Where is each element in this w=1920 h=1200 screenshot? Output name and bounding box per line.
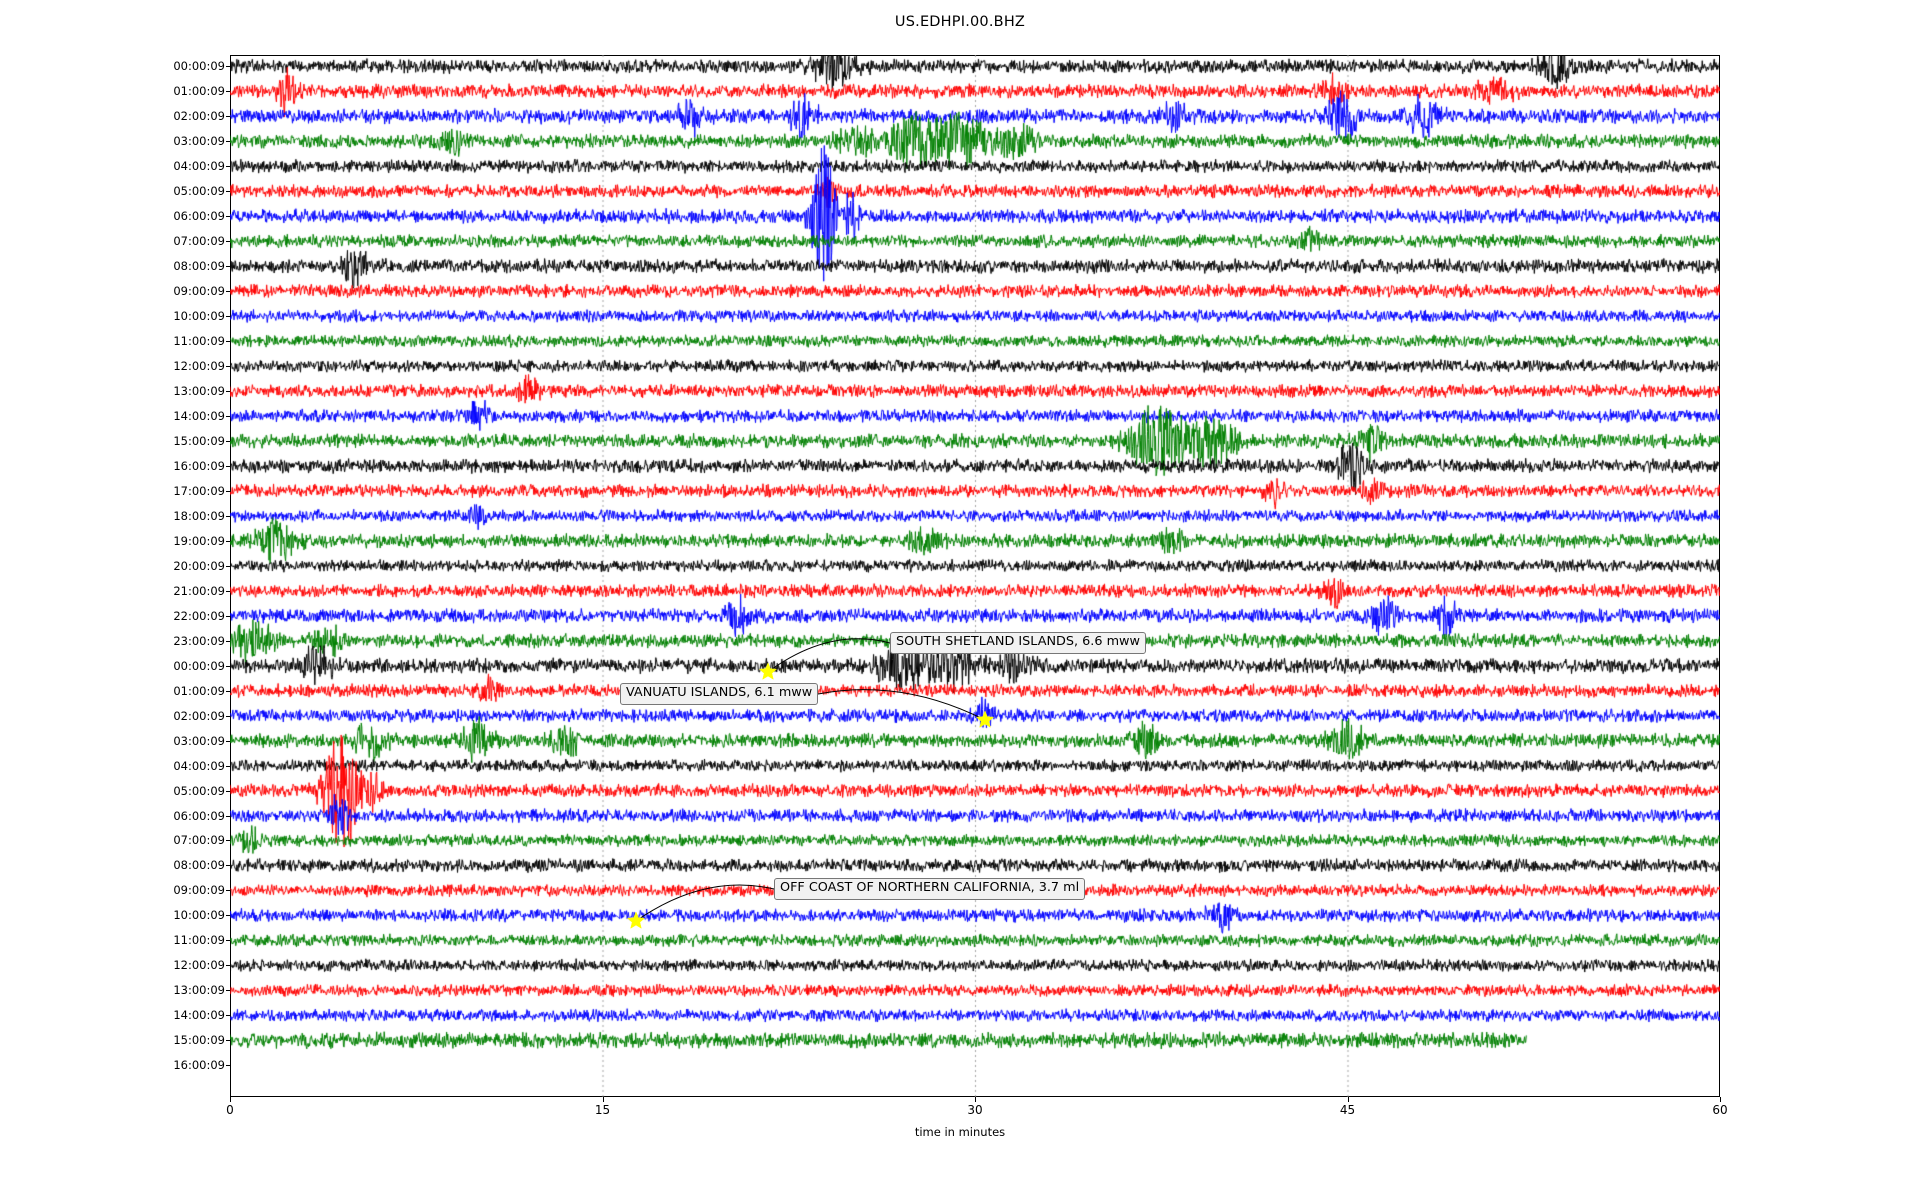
y-tick-label: 16:00:09 xyxy=(173,1058,225,1073)
x-tick-label: 60 xyxy=(1712,1103,1728,1117)
y-tick-label: 16:00:09 xyxy=(173,458,225,473)
y-tick-label: 08:00:09 xyxy=(173,259,225,274)
y-tick-label: 06:00:09 xyxy=(173,209,225,224)
y-tick-mark xyxy=(226,415,230,417)
y-tick-label: 08:00:09 xyxy=(173,858,225,873)
y-tick-mark xyxy=(226,865,230,867)
page-title: US.EDHPI.00.BHZ xyxy=(894,14,1026,30)
event-annotation-label[interactable]: OFF COAST OF NORTHERN CALIFORNIA, 3.7 ml xyxy=(774,878,1086,900)
y-tick-label: 09:00:09 xyxy=(173,883,225,898)
event-annotation-label[interactable]: VANUATU ISLANDS, 6.1 mww xyxy=(620,683,819,705)
x-tick-label: 30 xyxy=(967,1103,983,1117)
x-tick-label: 45 xyxy=(1339,1103,1356,1117)
y-tick-label: 03:00:09 xyxy=(173,733,225,748)
y-tick-label: 03:00:09 xyxy=(173,134,225,149)
y-tick-label: 02:00:09 xyxy=(173,708,225,723)
y-tick-mark xyxy=(226,266,230,268)
y-tick-mark xyxy=(226,1015,230,1017)
y-tick-mark xyxy=(226,241,230,243)
y-tick-mark xyxy=(226,191,230,193)
x-tick-mark xyxy=(975,1097,976,1102)
y-tick-mark xyxy=(226,315,230,317)
y-tick-label: 07:00:09 xyxy=(173,833,225,848)
y-tick-mark xyxy=(226,440,230,442)
y-tick-label: 00:00:09 xyxy=(173,658,225,673)
y-tick-label: 11:00:09 xyxy=(173,933,225,948)
x-tick-mark xyxy=(602,1097,604,1102)
y-tick-label: 13:00:09 xyxy=(173,383,225,398)
y-tick-label: 12:00:09 xyxy=(173,358,225,373)
y-tick-label: 00:00:09 xyxy=(173,59,225,74)
y-tick-label: 22:00:09 xyxy=(173,608,225,623)
y-tick-label: 04:00:09 xyxy=(173,758,225,773)
x-tick-mark xyxy=(230,1097,231,1102)
y-tick-label: 09:00:09 xyxy=(173,284,225,299)
x-tick-label: 0 xyxy=(226,1103,234,1117)
y-tick-mark xyxy=(226,565,230,567)
y-tick-label: 05:00:09 xyxy=(173,184,225,199)
y-tick-mark xyxy=(226,66,230,68)
y-tick-mark xyxy=(226,141,230,143)
y-tick-mark xyxy=(226,640,230,642)
y-tick-mark xyxy=(226,116,230,118)
y-tick-mark xyxy=(226,490,230,492)
y-tick-mark xyxy=(226,915,230,917)
x-axis-label: time in minutes xyxy=(914,1125,1006,1139)
y-tick-mark xyxy=(226,1065,230,1067)
y-tick-mark xyxy=(226,166,230,168)
y-tick-mark xyxy=(226,615,230,617)
y-tick-mark xyxy=(226,890,230,892)
y-tick-label: 18:00:09 xyxy=(173,508,225,523)
y-tick-mark xyxy=(226,690,230,692)
y-tick-mark xyxy=(226,840,230,842)
y-tick-mark xyxy=(226,216,230,218)
y-tick-label: 11:00:09 xyxy=(173,333,225,348)
y-tick-mark xyxy=(226,740,230,742)
y-tick-mark xyxy=(226,1040,230,1042)
y-tick-label: 05:00:09 xyxy=(173,783,225,798)
y-tick-label: 19:00:09 xyxy=(173,533,225,548)
y-tick-label: 12:00:09 xyxy=(173,958,225,973)
y-tick-mark xyxy=(226,965,230,967)
y-tick-label: 10:00:09 xyxy=(173,308,225,323)
y-tick-label: 14:00:09 xyxy=(173,1008,225,1023)
y-tick-mark xyxy=(226,515,230,517)
y-tick-mark xyxy=(226,365,230,367)
y-tick-label: 06:00:09 xyxy=(173,808,225,823)
y-tick-label: 01:00:09 xyxy=(173,683,225,698)
seismogram-canvas xyxy=(230,55,1720,1097)
y-tick-label: 14:00:09 xyxy=(173,408,225,423)
y-tick-label: 23:00:09 xyxy=(173,633,225,648)
y-tick-mark xyxy=(226,540,230,542)
y-tick-label: 21:00:09 xyxy=(173,583,225,598)
y-tick-label: 07:00:09 xyxy=(173,234,225,249)
event-annotation-label[interactable]: SOUTH SHETLAND ISLANDS, 6.6 mww xyxy=(890,632,1146,654)
y-tick-mark xyxy=(226,590,230,592)
y-tick-label: 10:00:09 xyxy=(173,908,225,923)
y-tick-label: 17:00:09 xyxy=(173,483,225,498)
y-tick-label: 02:00:09 xyxy=(173,109,225,124)
y-tick-mark xyxy=(226,390,230,392)
y-tick-mark xyxy=(226,765,230,767)
y-tick-mark xyxy=(226,815,230,817)
y-tick-label: 04:00:09 xyxy=(173,159,225,174)
y-tick-mark xyxy=(226,340,230,342)
y-tick-mark xyxy=(226,940,230,942)
x-tick-mark xyxy=(1720,1097,1721,1102)
y-tick-mark xyxy=(226,990,230,992)
y-tick-label: 01:00:09 xyxy=(173,84,225,99)
y-tick-mark xyxy=(226,665,230,667)
y-tick-label: 15:00:09 xyxy=(173,433,225,448)
x-tick-mark xyxy=(1347,1097,1349,1102)
x-tick-label: 15 xyxy=(594,1103,611,1117)
y-tick-label: 15:00:09 xyxy=(173,1033,225,1048)
y-tick-mark xyxy=(226,91,230,93)
y-tick-mark xyxy=(226,715,230,717)
y-tick-mark xyxy=(226,790,230,792)
y-tick-label: 20:00:09 xyxy=(173,558,225,573)
y-tick-mark xyxy=(226,465,230,467)
y-tick-mark xyxy=(226,291,230,293)
y-tick-label: 13:00:09 xyxy=(173,983,225,998)
